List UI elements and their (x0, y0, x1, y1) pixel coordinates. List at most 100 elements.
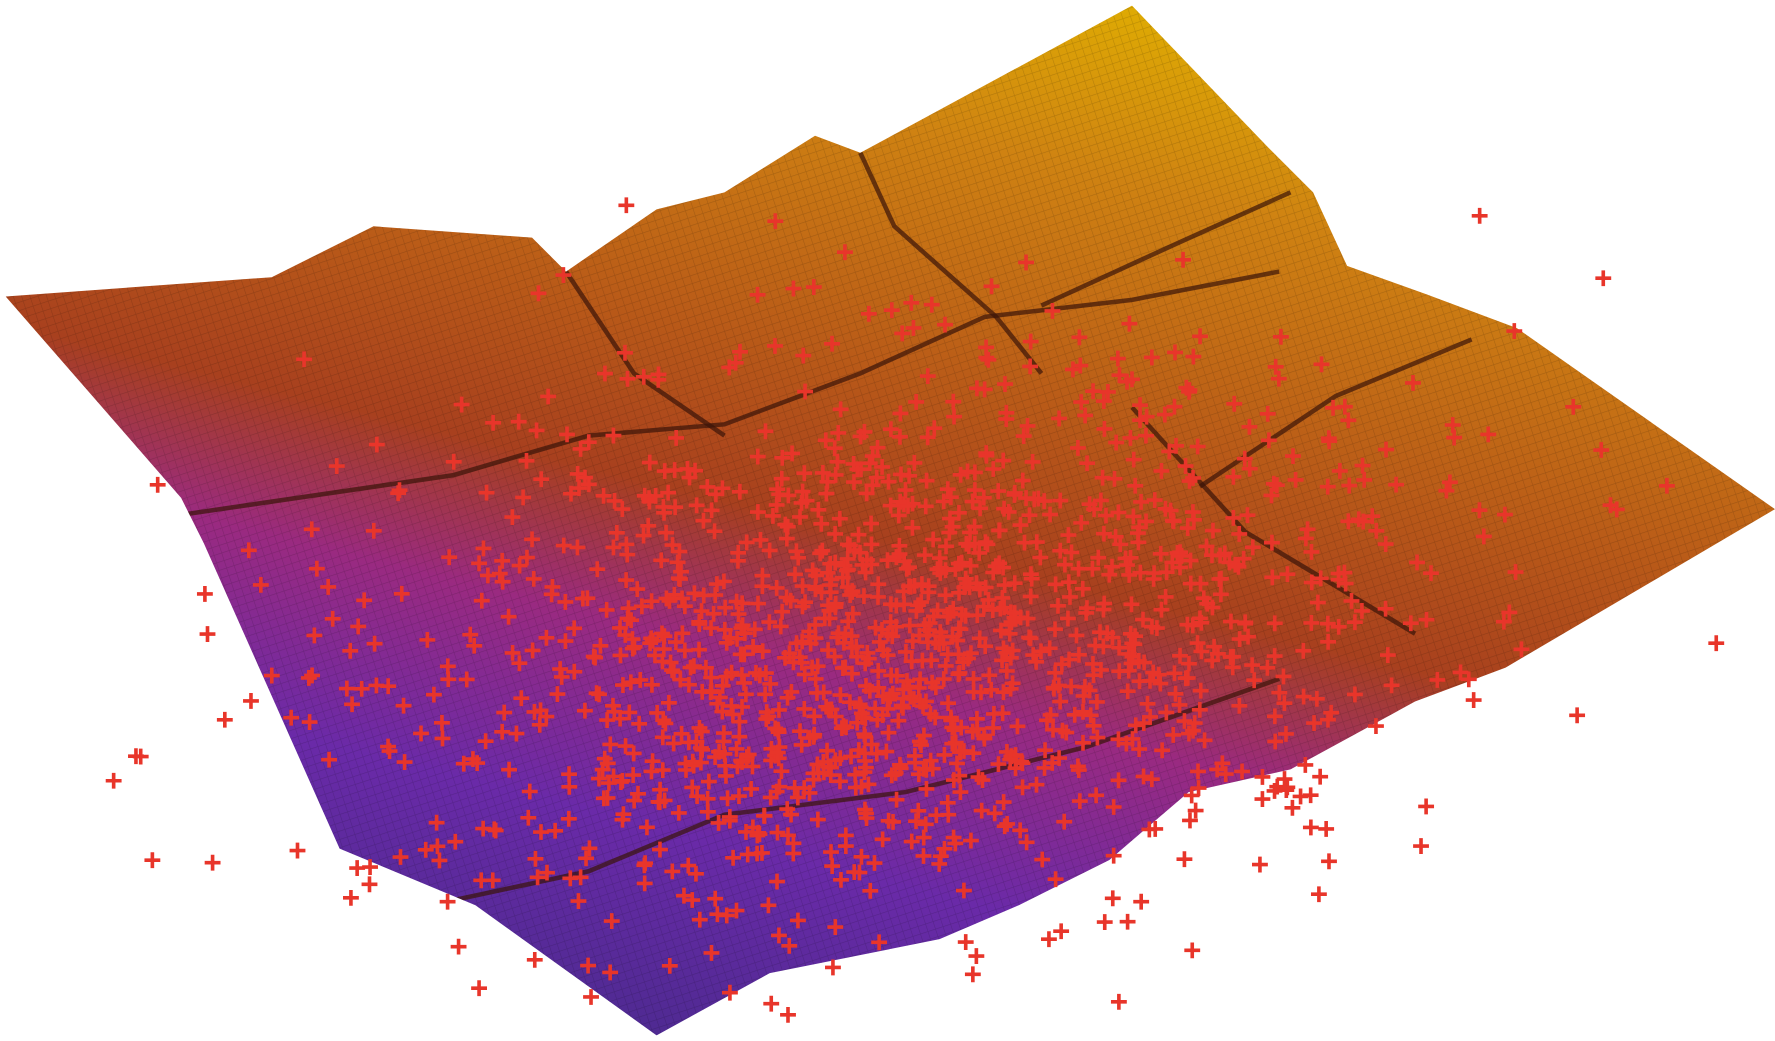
point-marker (1138, 513, 1154, 530)
point-marker (807, 670, 824, 687)
point-marker (867, 700, 884, 717)
point-marker (1121, 567, 1138, 583)
point-marker (471, 980, 487, 997)
point-marker (1028, 776, 1045, 793)
point-marker (105, 772, 122, 789)
point-marker (1495, 613, 1512, 630)
point-marker (864, 448, 881, 464)
point-marker (1105, 847, 1122, 864)
point-marker (635, 527, 652, 544)
point-marker (1319, 615, 1336, 632)
point-marker (1033, 643, 1049, 660)
point-marker (1132, 397, 1148, 414)
point-marker (580, 434, 597, 451)
point-marker (965, 684, 982, 700)
point-marker (196, 586, 213, 602)
point-marker (846, 864, 863, 880)
point-marker (668, 429, 685, 446)
point-marker (1032, 549, 1049, 566)
point-marker (931, 550, 948, 566)
point-marker (937, 587, 954, 604)
point-marker (1181, 383, 1197, 400)
point-marker (1044, 303, 1061, 319)
point-marker (1354, 602, 1370, 619)
point-marker (691, 911, 708, 928)
point-marker (1041, 640, 1058, 657)
point-marker (1022, 588, 1039, 605)
point-marker (562, 870, 579, 887)
point-marker (749, 448, 766, 465)
point-marker (995, 684, 1012, 701)
point-marker (777, 516, 794, 533)
point-marker (1441, 474, 1458, 491)
point-marker (547, 822, 564, 839)
point-marker (1131, 741, 1148, 757)
point-marker (890, 507, 907, 524)
point-marker (301, 714, 318, 730)
point-marker (901, 578, 917, 595)
point-marker (636, 857, 653, 874)
point-marker (651, 794, 668, 811)
point-marker (1593, 442, 1610, 458)
point-marker (450, 938, 467, 955)
point-marker (774, 603, 791, 620)
point-marker (674, 590, 690, 607)
point-marker (520, 809, 537, 826)
point-marker (731, 728, 748, 745)
point-marker (926, 420, 943, 437)
point-marker (1016, 534, 1033, 551)
point-marker (1175, 251, 1191, 268)
point-marker (715, 725, 732, 742)
point-marker (1285, 448, 1301, 465)
point-marker (1131, 673, 1148, 690)
point-marker (961, 579, 978, 596)
point-marker (898, 560, 915, 577)
point-marker (654, 625, 670, 642)
point-marker (559, 426, 575, 443)
point-marker (1012, 517, 1029, 533)
point-marker (1402, 615, 1419, 632)
point-marker (1073, 394, 1090, 410)
point-marker (555, 267, 572, 283)
point-marker (572, 441, 589, 457)
point-marker (837, 625, 854, 642)
point-marker (792, 509, 808, 525)
point-marker (544, 578, 561, 595)
point-marker (1176, 713, 1193, 729)
point-marker (936, 747, 953, 763)
point-marker (890, 712, 907, 729)
point-marker (728, 741, 745, 757)
point-marker (475, 820, 492, 837)
point-marker (916, 547, 933, 564)
point-marker (1418, 798, 1435, 815)
point-marker (1409, 554, 1425, 571)
point-marker (935, 671, 952, 687)
point-marker (694, 741, 711, 758)
point-marker (526, 951, 543, 968)
point-marker (500, 608, 517, 625)
point-marker (321, 751, 338, 768)
point-marker (1266, 648, 1283, 664)
point-marker (1094, 469, 1111, 486)
point-marker (1192, 610, 1208, 627)
point-marker (1378, 441, 1394, 458)
point-marker (425, 686, 442, 703)
point-marker (445, 453, 462, 470)
point-marker (614, 772, 631, 789)
point-marker (1002, 680, 1019, 697)
point-marker (1009, 718, 1026, 735)
point-marker (529, 869, 546, 886)
point-marker (895, 681, 912, 698)
point-marker (915, 848, 932, 864)
point-marker (1270, 370, 1287, 387)
point-marker (960, 650, 976, 667)
point-marker (919, 429, 936, 446)
point-marker (1066, 706, 1083, 723)
point-marker (1354, 457, 1371, 474)
point-marker (1377, 536, 1394, 552)
point-marker (447, 833, 464, 850)
point-marker (674, 625, 691, 642)
point-marker (434, 714, 450, 731)
point-marker (1302, 819, 1319, 836)
